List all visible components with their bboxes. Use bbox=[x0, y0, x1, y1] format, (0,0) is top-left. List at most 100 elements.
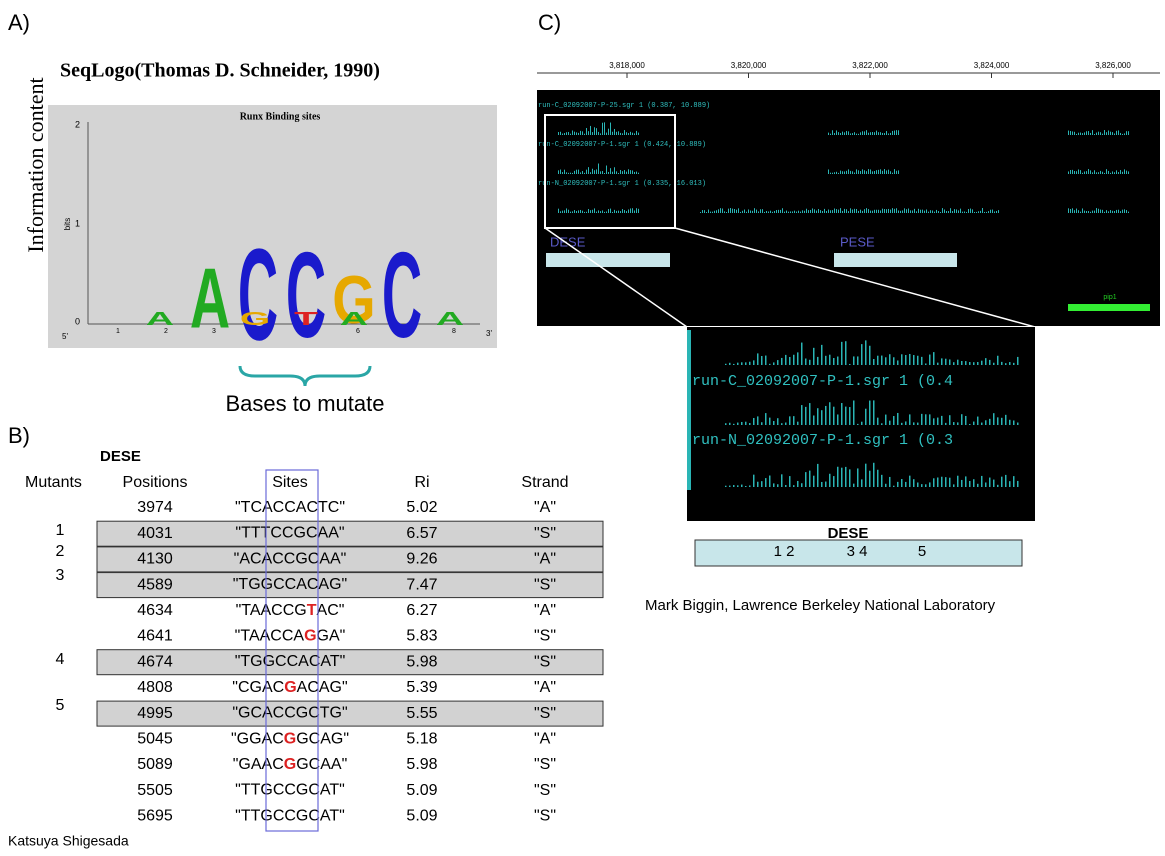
signal-bar bbox=[762, 209, 763, 213]
signal-bar bbox=[832, 173, 833, 174]
signal-bar bbox=[898, 211, 899, 213]
signal-bar bbox=[956, 209, 957, 213]
signal-bar bbox=[749, 423, 751, 425]
signal-bar bbox=[714, 211, 715, 213]
signal-bar bbox=[861, 344, 863, 365]
signal-bar bbox=[586, 170, 587, 174]
table-header: Sites bbox=[272, 474, 308, 491]
signal-bar bbox=[832, 210, 833, 213]
signal-bar bbox=[558, 170, 559, 174]
signal-bar bbox=[909, 354, 911, 365]
signal-bar bbox=[821, 410, 823, 425]
site: "TAACCGTAC" bbox=[236, 602, 345, 619]
signal-bar bbox=[568, 132, 569, 135]
mutant-row bbox=[97, 547, 603, 572]
signal-bar bbox=[592, 169, 593, 174]
site-part: GCAG" bbox=[296, 731, 349, 748]
signal-bar bbox=[816, 211, 817, 213]
signal-bar bbox=[1088, 131, 1089, 135]
signal-bar bbox=[841, 468, 843, 487]
signal-bar bbox=[896, 208, 897, 213]
signal-bar bbox=[849, 364, 851, 365]
signal-bar bbox=[590, 210, 591, 213]
signal-bar bbox=[1088, 211, 1089, 213]
signal-bar bbox=[812, 208, 813, 213]
signal-bar bbox=[929, 414, 931, 425]
signal-bar bbox=[628, 209, 629, 213]
signal-bar bbox=[854, 210, 855, 213]
signal-bar bbox=[864, 212, 865, 213]
track-label: run-N_02092007-P-1.sgr 1 (0.335, 16.013) bbox=[538, 180, 706, 188]
signal-bar bbox=[844, 171, 845, 174]
signal-bar bbox=[873, 359, 875, 365]
signal-bar bbox=[1102, 210, 1103, 213]
signal-bar bbox=[878, 170, 879, 174]
signal-bar bbox=[1072, 208, 1073, 213]
strand: "S" bbox=[534, 628, 556, 645]
signal-bar bbox=[921, 484, 923, 487]
signal-bar bbox=[830, 134, 831, 135]
signal-bar bbox=[1124, 169, 1125, 174]
signal-bar bbox=[865, 340, 867, 365]
signal-bar bbox=[777, 484, 779, 487]
signal-bar bbox=[846, 171, 847, 174]
signal-bar bbox=[877, 470, 879, 487]
table-header: Positions bbox=[123, 474, 188, 491]
signal-bar bbox=[1005, 363, 1007, 365]
signal-bar bbox=[1110, 210, 1111, 213]
signal-bar bbox=[793, 485, 795, 487]
logo-letter: A bbox=[340, 309, 368, 329]
signal-bar bbox=[756, 210, 757, 213]
signal-bar bbox=[953, 422, 955, 425]
site-part: "TGGCCACAT" bbox=[235, 653, 346, 670]
signal-bar bbox=[881, 475, 883, 487]
signal-bar bbox=[884, 169, 885, 174]
signal-bar bbox=[793, 416, 795, 425]
signal-bar bbox=[1128, 131, 1129, 135]
signal-bar bbox=[702, 210, 703, 213]
signal-bar bbox=[733, 485, 735, 487]
signal-bar bbox=[706, 212, 707, 213]
signal-bar bbox=[848, 131, 849, 135]
signal-bar bbox=[580, 210, 581, 213]
page: A) SeqLogo(Thomas D. Schneider, 1990) In… bbox=[0, 0, 1165, 856]
signal-bar bbox=[949, 359, 951, 365]
signal-bar bbox=[785, 423, 787, 425]
signal-bar bbox=[877, 418, 879, 425]
signal-bar bbox=[764, 212, 765, 213]
signal-bar bbox=[930, 210, 931, 213]
signal-bar bbox=[876, 170, 877, 174]
site: "TAACCAGGA" bbox=[235, 628, 346, 645]
signal-bar bbox=[901, 479, 903, 487]
logo-end: 5' bbox=[62, 332, 68, 341]
signal-bar bbox=[574, 171, 575, 174]
signal-bar bbox=[725, 423, 727, 425]
signal-bar bbox=[873, 400, 875, 425]
signal-bar bbox=[936, 210, 937, 213]
signal-bar bbox=[880, 132, 881, 135]
signal-bar bbox=[634, 172, 635, 174]
signal-bar bbox=[1098, 172, 1099, 174]
signal-bar bbox=[798, 211, 799, 213]
brace-label: Bases to mutate bbox=[226, 391, 385, 416]
signal-bar bbox=[844, 132, 845, 135]
signal-bar bbox=[584, 134, 585, 135]
signal-bar bbox=[809, 403, 811, 425]
signal-bar bbox=[889, 477, 891, 487]
signal-bar bbox=[624, 130, 625, 135]
signal-bar bbox=[1086, 211, 1087, 213]
signal-bar bbox=[1017, 357, 1019, 365]
signal-bar bbox=[1070, 131, 1071, 135]
signal-bar bbox=[745, 362, 747, 365]
signal-bar bbox=[921, 357, 923, 365]
signal-bar bbox=[574, 210, 575, 213]
signal-bar bbox=[1088, 169, 1089, 174]
signal-bar bbox=[1017, 423, 1019, 425]
signal-bar bbox=[989, 419, 991, 425]
signal-bar bbox=[868, 133, 869, 135]
signal-bar bbox=[598, 210, 599, 213]
signal-bar bbox=[1080, 170, 1081, 174]
signal-bar bbox=[722, 209, 723, 213]
signal-bar bbox=[1078, 133, 1079, 135]
signal-bar bbox=[862, 211, 863, 213]
